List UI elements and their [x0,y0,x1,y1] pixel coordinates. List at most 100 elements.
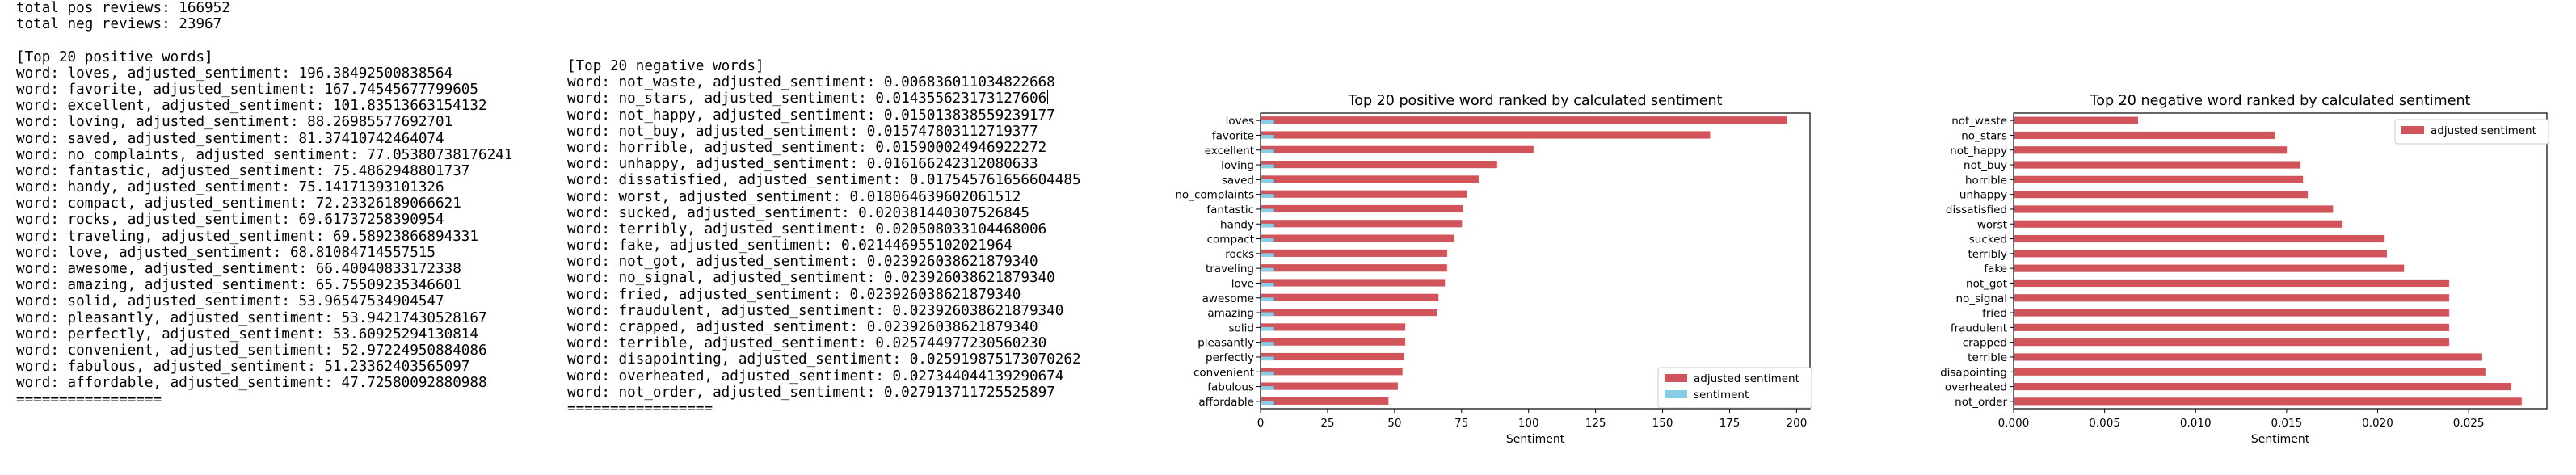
y-tick-label: convenient [1193,366,1254,379]
bar-adjusted-sentiment [2014,294,2449,302]
x-tick-label: 25 [1320,417,1334,430]
bar-adjusted-sentiment [2014,146,2288,154]
bar-adjusted-sentiment [1261,161,1497,169]
bar-adjusted-sentiment [1261,338,1405,346]
y-tick-label: terrible [1968,351,2007,364]
y-tick-label: fraudulent [1951,322,2007,334]
positive-word-line: word: fabulous, adjusted_sentiment: 51.2… [16,359,470,376]
bar-adjusted-sentiment [1261,204,1463,213]
x-tick-label: 0.020 [2362,417,2393,430]
chart-title: Top 20 negative word ranked by calculate… [2090,93,2471,109]
bar-sentiment [1261,134,1274,139]
bar-sentiment [1261,342,1274,346]
negative-word-line: word: worst, adjusted_sentiment: 0.01806… [567,188,1021,205]
y-tick-label: loves [1226,115,1254,128]
legend-swatch [1665,374,1687,382]
chart-title: Top 20 positive word ranked by calculate… [1348,93,1723,109]
y-tick-label: fake [1984,263,2007,275]
positive-word-line: word: solid, adjusted_sentiment: 53.9654… [16,293,444,310]
bar-sentiment [1261,179,1274,183]
y-tick-label: handy [1220,218,1254,231]
positive-header: [Top 20 positive words] [16,48,213,65]
y-tick-label: saved [1222,174,1254,187]
y-tick-label: worst [1977,218,2007,231]
y-tick-label: amazing [1207,307,1254,320]
text-cursor [1047,90,1049,105]
y-tick-label: not_waste [1951,115,2007,128]
bar-adjusted-sentiment [2014,131,2275,140]
x-tick-label: 200 [1787,417,1808,430]
y-tick-label: no_stars [1961,129,2007,142]
bar-adjusted-sentiment [2014,309,2449,317]
negative-word-line: word: overheated, adjusted_sentiment: 0.… [567,368,1064,385]
bar-adjusted-sentiment [1261,249,1447,257]
x-tick-label: 150 [1652,417,1673,430]
negative-word-line: word: terribly, adjusted_sentiment: 0.02… [567,221,1047,238]
bar-adjusted-sentiment [1261,323,1406,331]
negative-word-line: word: fraudulent, adjusted_sentiment: 0.… [567,302,1064,319]
bar-adjusted-sentiment [2014,175,2304,183]
bar-adjusted-sentiment [2014,279,2449,288]
y-tick-label: crapped [1963,337,2007,350]
positive-word-line: word: excellent, adjusted_sentiment: 101… [16,98,487,115]
bar-adjusted-sentiment [2014,191,2309,199]
bar-adjusted-sentiment [2014,368,2486,376]
total-neg-line: total neg reviews: 23967 [16,16,222,33]
positive-word-line: word: pleasantly, adjusted_sentiment: 53… [16,309,487,326]
bar-adjusted-sentiment [2014,250,2387,258]
positive-word-line: word: compact, adjusted_sentiment: 72.23… [16,195,461,212]
negative-word-line: word: not_got, adjusted_sentiment: 0.023… [567,254,1038,271]
legend: adjusted sentiment sentiment [1657,367,1812,409]
x-tick-label: 125 [1585,417,1606,430]
y-tick-label: dissatisfied [1946,204,2007,216]
bar-adjusted-sentiment [1261,397,1389,405]
legend: adjusted sentiment [2394,119,2549,145]
x-axis-label: Sentiment [2251,433,2310,446]
y-tick-label: solid [1229,322,1254,334]
positive-sentiment-chart: Top 20 positive word ranked by calculate… [1175,93,1812,446]
bar-sentiment [1261,312,1274,317]
positive-word-line: word: affordable, adjusted_sentiment: 47… [16,375,487,392]
bar-sentiment [1261,238,1274,242]
bar-sentiment [1261,371,1274,376]
negative-word-line: word: not_happy, adjusted_sentiment: 0.0… [567,107,1055,124]
y-tick-label: terribly [1968,248,2007,261]
y-tick-label: not_buy [1964,159,2007,172]
separator-line: ================= [567,400,713,417]
bar-sentiment [1261,267,1274,272]
y-tick-label: love [1231,277,1254,290]
y-tick-label: fried [1982,307,2007,320]
x-tick-label: 0 [1257,417,1265,430]
positive-words-output: total pos reviews: 166952 total neg revie… [16,0,512,408]
positive-word-line: word: handy, adjusted_sentiment: 75.1417… [16,179,444,196]
bar-adjusted-sentiment [2014,264,2405,272]
negative-word-line: word: not_buy, adjusted_sentiment: 0.015… [567,123,1038,140]
bar-adjusted-sentiment [1261,175,1479,183]
negative-word-line: word: terrible, adjusted_sentiment: 0.02… [567,335,1047,352]
positive-word-line: word: saved, adjusted_sentiment: 81.3741… [16,130,444,147]
y-tick-label: disapointing [1940,366,2007,379]
positive-word-line: word: fantastic, adjusted_sentiment: 75.… [16,162,470,179]
y-tick-label: no_signal [1956,292,2008,305]
bar-adjusted-sentiment [2014,161,2300,169]
y-tick-label: not_order [1955,396,2007,409]
bar-sentiment [1261,253,1274,257]
legend-swatch [1665,390,1687,398]
y-tick-label: favorite [1212,129,1254,142]
bar-adjusted-sentiment [2014,382,2511,391]
positive-word-line: word: favorite, adjusted_sentiment: 167.… [16,81,478,98]
bar-sentiment [1261,282,1274,287]
bar-sentiment [1261,149,1274,153]
x-tick-label: 0.005 [2089,417,2120,430]
y-tick-label: not_got [1966,277,2007,290]
y-tick-label: overheated [1945,381,2007,394]
positive-word-line: word: amazing, adjusted_sentiment: 65.75… [16,277,461,294]
x-tick-label: 0.015 [2271,417,2303,430]
bar-adjusted-sentiment [1261,116,1787,124]
bar-adjusted-sentiment [1261,368,1403,376]
negative-sentiment-chart: Top 20 negative word ranked by calculate… [1940,93,2549,446]
negative-header: [Top 20 negative words] [567,58,764,74]
positive-word-line: word: loving, adjusted_sentiment: 88.269… [16,114,453,131]
positive-word-line: word: no_complaints, adjusted_sentiment:… [16,146,513,163]
bar-sentiment [1261,326,1274,331]
